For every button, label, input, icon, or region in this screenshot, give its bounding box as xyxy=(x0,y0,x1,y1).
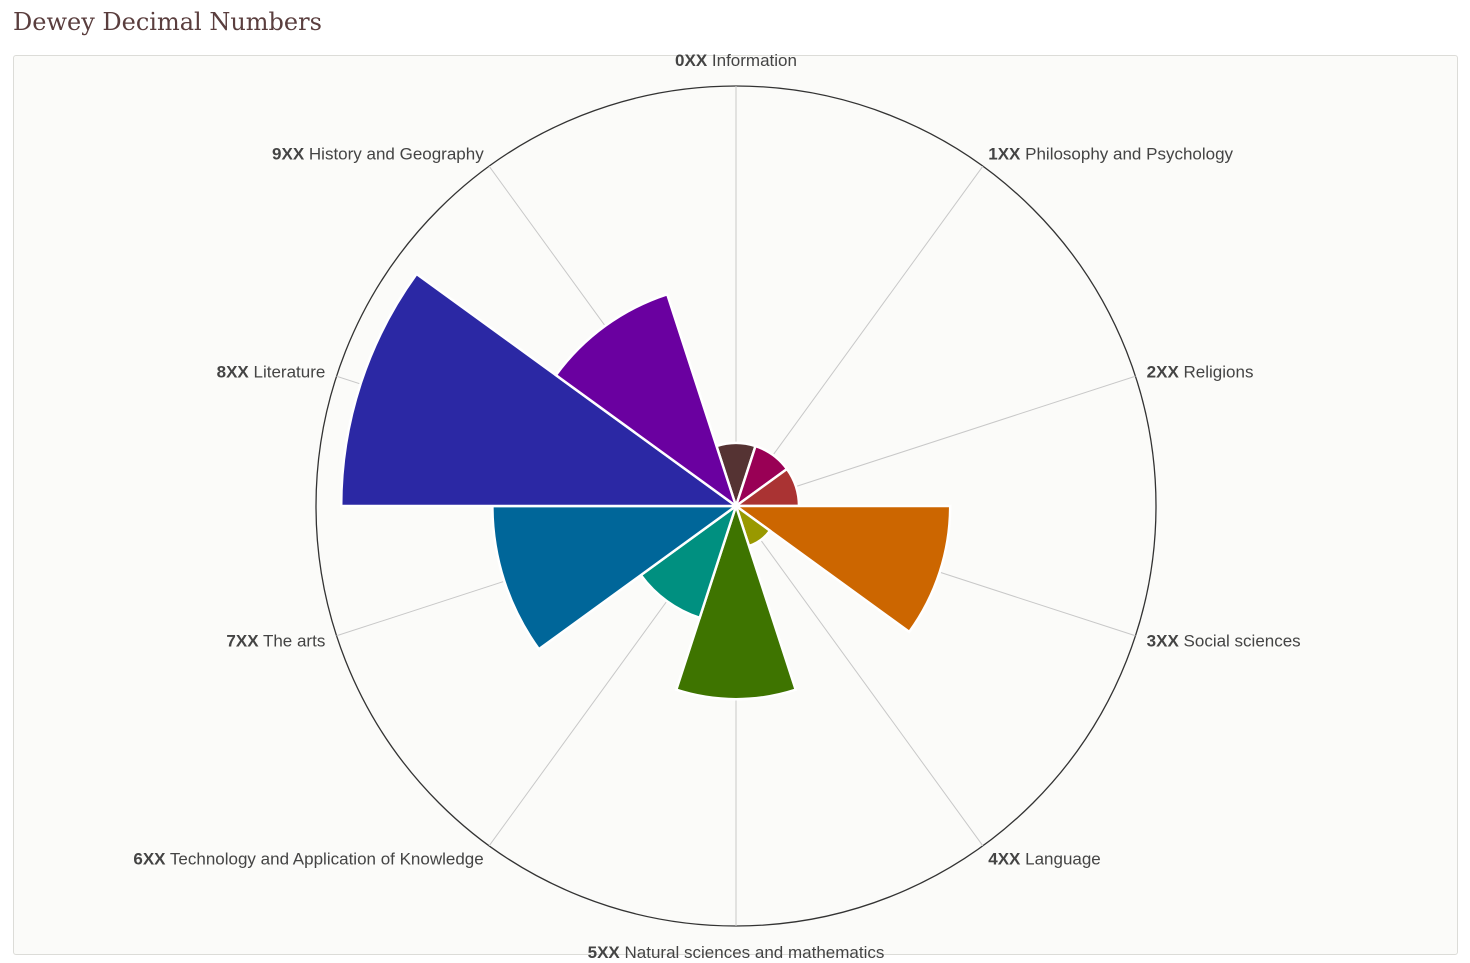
spoke-2xx xyxy=(735,375,1136,507)
category-code: 9XX xyxy=(272,144,305,163)
category-name: Natural sciences and mathematics xyxy=(620,943,885,962)
category-label-6xx: 6XX Technology and Application of Knowle… xyxy=(133,850,483,869)
category-label-1xx: 1XX Philosophy and Psychology xyxy=(988,144,1233,163)
sector-3xx[interactable] xyxy=(732,504,952,634)
category-name: Social sciences xyxy=(1179,632,1301,651)
category-label-2xx: 2XX Religions xyxy=(1147,362,1254,381)
chart-labels: 0XX Information 1XX Philosophy and Psycho… xyxy=(133,51,1300,962)
category-code: 2XX xyxy=(1147,362,1180,381)
category-name: Technology and Application of Knowledge xyxy=(166,850,484,869)
category-name: Literature xyxy=(249,362,326,381)
category-code: 6XX xyxy=(133,850,166,869)
category-code: 7XX xyxy=(226,632,259,651)
category-name: History and Geography xyxy=(304,144,484,163)
spoke-4xx xyxy=(735,505,984,847)
category-code: 5XX xyxy=(588,943,621,962)
category-name: Philosophy and Psychology xyxy=(1020,144,1233,163)
sector-7xx[interactable] xyxy=(491,504,740,651)
category-label-3xx: 3XX Social sciences xyxy=(1147,632,1301,651)
sector-6xx[interactable] xyxy=(639,502,739,620)
sector-8xx[interactable] xyxy=(339,272,740,508)
category-code: 4XX xyxy=(988,850,1021,869)
category-name: Language xyxy=(1020,850,1100,869)
spoke-1xx xyxy=(735,165,984,507)
category-code: 8XX xyxy=(217,362,250,381)
category-name: Religions xyxy=(1179,362,1254,381)
category-code: 1XX xyxy=(988,144,1021,163)
category-label-9xx: 9XX History and Geography xyxy=(272,144,484,163)
category-name: Information xyxy=(707,51,797,70)
page-title: Dewey Decimal Numbers xyxy=(13,8,322,36)
category-code: 0XX xyxy=(675,51,708,70)
chart-sectors xyxy=(339,272,952,701)
category-label-7xx: 7XX The arts xyxy=(226,632,325,651)
category-name: The arts xyxy=(259,632,326,651)
category-label-4xx: 4XX Language xyxy=(988,850,1101,869)
sector-9xx[interactable] xyxy=(554,292,739,510)
sector-5xx[interactable] xyxy=(674,501,798,701)
category-label-0xx: 0XX Information xyxy=(675,51,797,70)
category-label-8xx: 8XX Literature xyxy=(217,362,326,381)
category-label-5xx: 5XX Natural sciences and mathematics xyxy=(588,943,885,962)
category-code: 3XX xyxy=(1147,632,1180,651)
